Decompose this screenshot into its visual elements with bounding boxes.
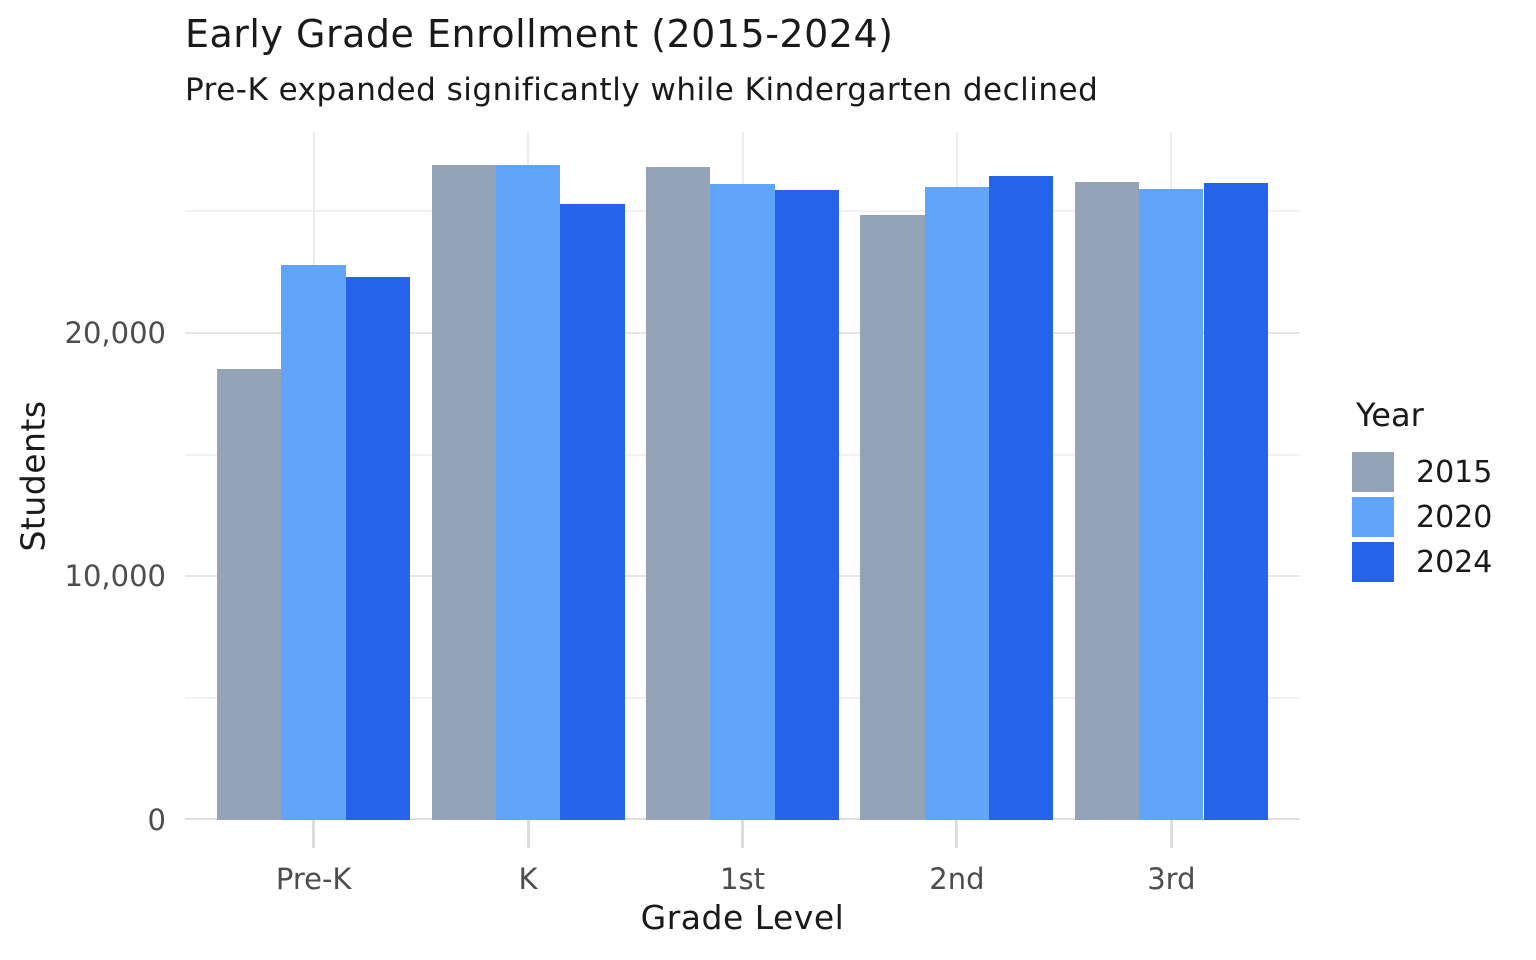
x-tick-label: 3rd [1147,862,1196,896]
bar-2020-3rd [1139,189,1204,820]
chart-subtitle: Pre-K expanded significantly while Kinde… [185,72,1099,108]
legend-swatch-2024 [1352,542,1394,582]
chart-title: Early Grade Enrollment (2015-2024) [185,12,894,56]
legend-item-2015: 2015 [1352,452,1492,492]
bar-2020-1st [710,184,775,820]
legend-title: Year [1356,396,1424,434]
bar-2015-pre-k [217,369,282,820]
x-tick-label: K [518,862,538,896]
legend-label: 2015 [1416,454,1493,490]
legend-swatch-2015 [1352,452,1394,492]
x-tick-label: 2nd [929,862,985,896]
legend-item-2024: 2024 [1352,542,1492,582]
y-tick-label: 20,000 [64,315,166,350]
legend: Year 2015 2020 2024 [1352,396,1492,587]
legend-label: 2020 [1416,499,1493,535]
bar-2024-2nd [989,175,1054,820]
bar-2024-1st [774,190,839,820]
bar-2020-pre-k [281,264,346,820]
x-tick-mark [312,820,316,848]
bar-2024-3rd [1203,183,1268,820]
x-tick-label: Pre-K [275,862,352,896]
plot-panel [185,132,1300,820]
legend-swatch-2020 [1352,497,1394,537]
x-tick-mark [1169,820,1173,848]
x-tick-mark [741,820,744,848]
y-tick-label: 0 [147,803,166,837]
bar-2015-1st [646,167,711,820]
legend-label: 2024 [1416,544,1493,580]
bar-2020-2nd [924,186,990,820]
x-axis-title: Grade Level [640,898,845,937]
x-tick-label: 1st [720,862,765,896]
bar-2015-3rd [1074,181,1140,820]
x-tick-mark [526,820,530,848]
legend-item-2020: 2020 [1352,497,1492,537]
x-tick-mark [955,820,959,848]
y-tick-label: 10,000 [64,559,166,594]
bar-2015-2nd [860,214,925,820]
bar-2024-pre-k [345,276,411,820]
bar-2015-k [431,164,496,820]
bar-2024-k [560,203,625,820]
legend-items: 2015 2020 2024 [1352,452,1492,587]
y-axis-title: Students [13,400,53,552]
bar-2020-k [495,164,561,820]
